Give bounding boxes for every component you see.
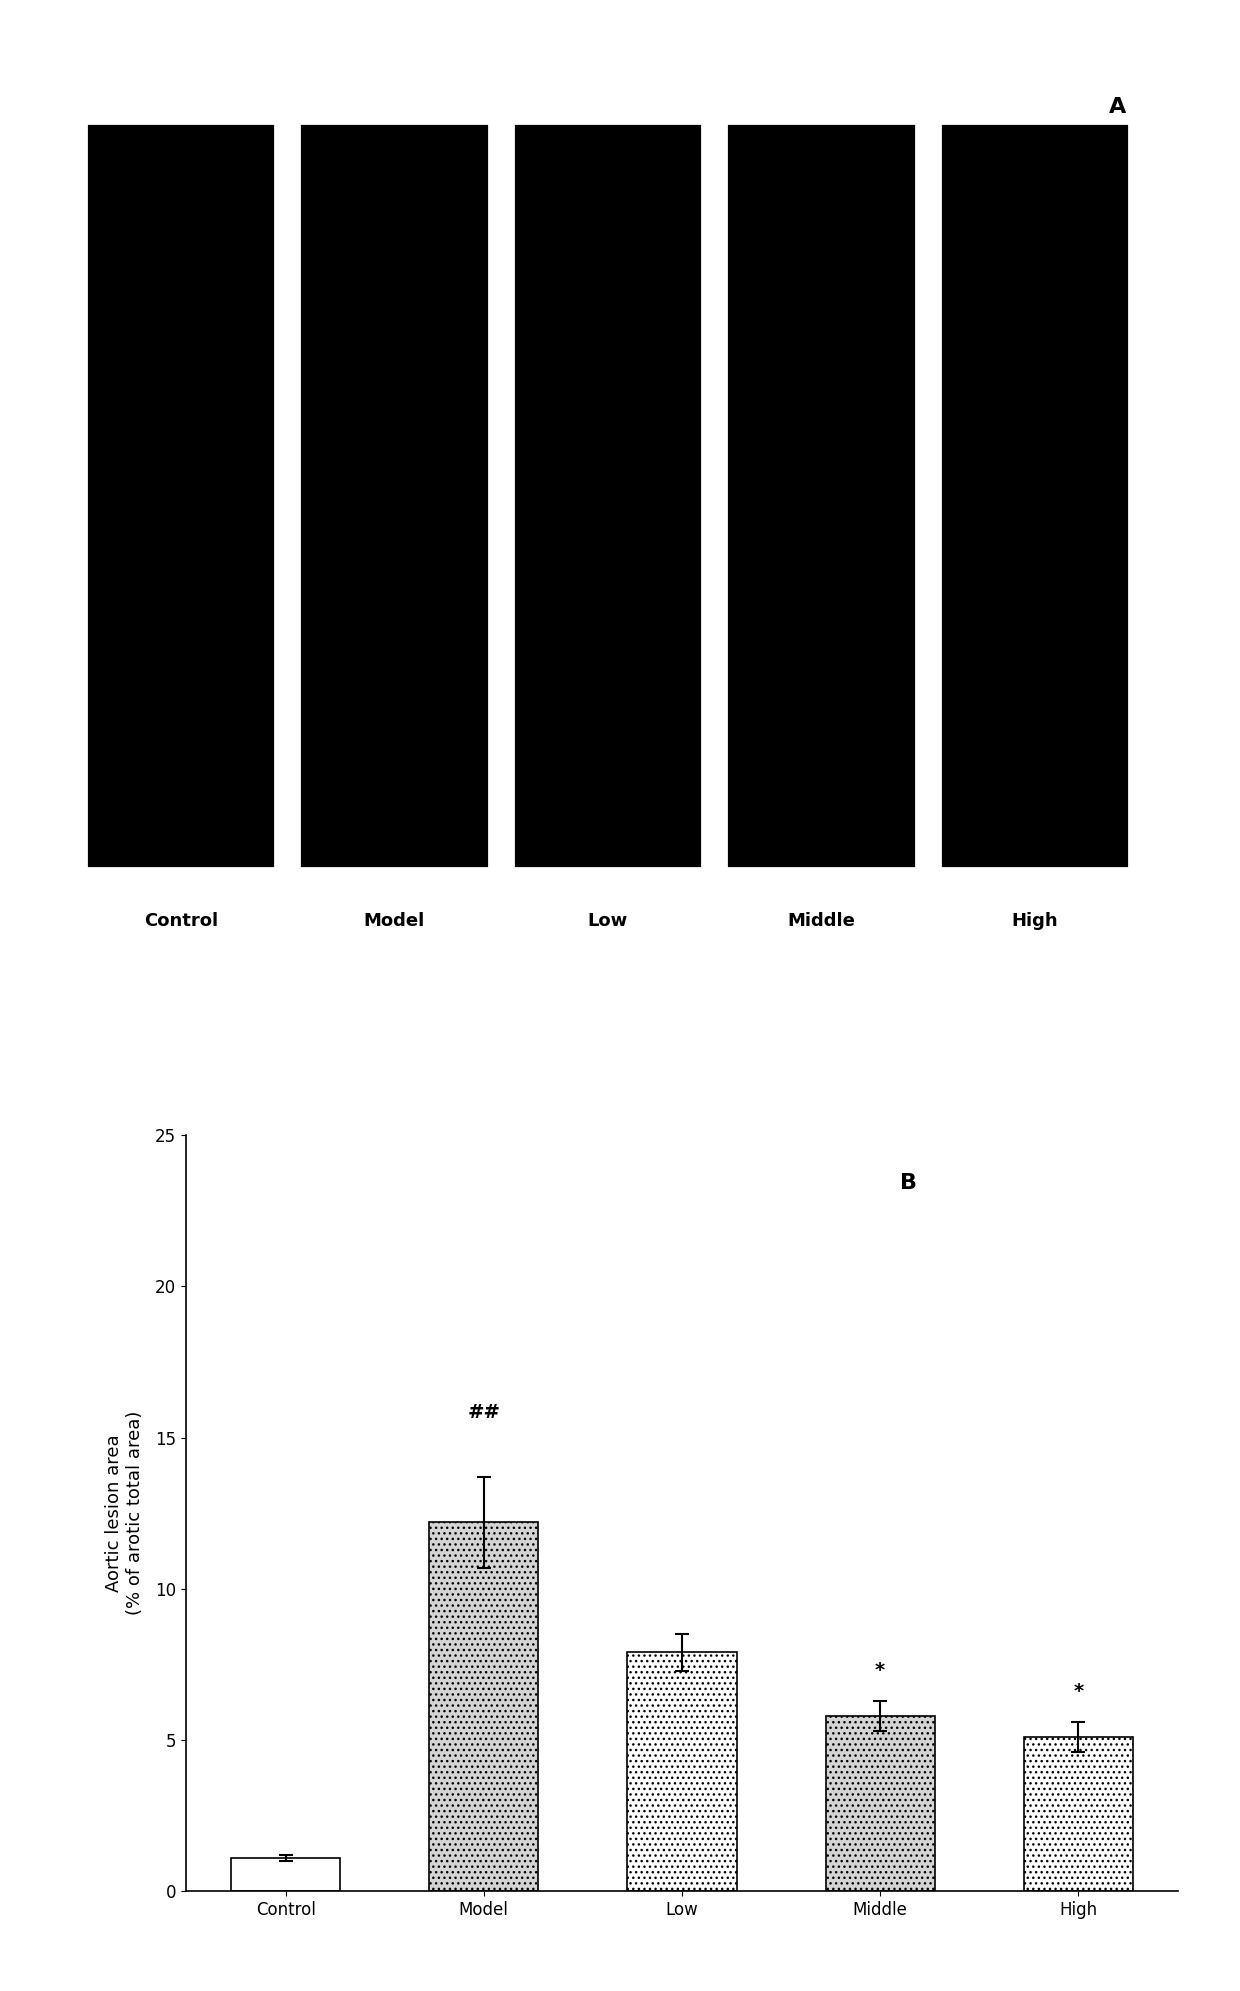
Bar bbox=[429, 1523, 538, 1891]
Bar bbox=[1024, 1736, 1133, 1891]
Bar bbox=[940, 123, 1130, 868]
Bar bbox=[86, 123, 275, 868]
Bar bbox=[727, 123, 916, 868]
Text: Model: Model bbox=[363, 912, 425, 930]
Text: High: High bbox=[1011, 912, 1058, 930]
Text: Control: Control bbox=[144, 912, 218, 930]
Text: *: * bbox=[875, 1660, 885, 1680]
Text: *: * bbox=[1074, 1682, 1084, 1700]
Text: Middle: Middle bbox=[787, 912, 854, 930]
Bar bbox=[299, 123, 489, 868]
Text: B: B bbox=[900, 1173, 918, 1193]
Y-axis label: Aortic lesion area
(% of arotic total area): Aortic lesion area (% of arotic total ar… bbox=[105, 1412, 144, 1615]
Text: A: A bbox=[1109, 98, 1126, 117]
Text: ##: ## bbox=[467, 1404, 500, 1422]
Text: Low: Low bbox=[588, 912, 627, 930]
Bar bbox=[231, 1858, 340, 1891]
Bar bbox=[826, 1716, 935, 1891]
Bar bbox=[627, 1653, 737, 1891]
Bar bbox=[513, 123, 702, 868]
